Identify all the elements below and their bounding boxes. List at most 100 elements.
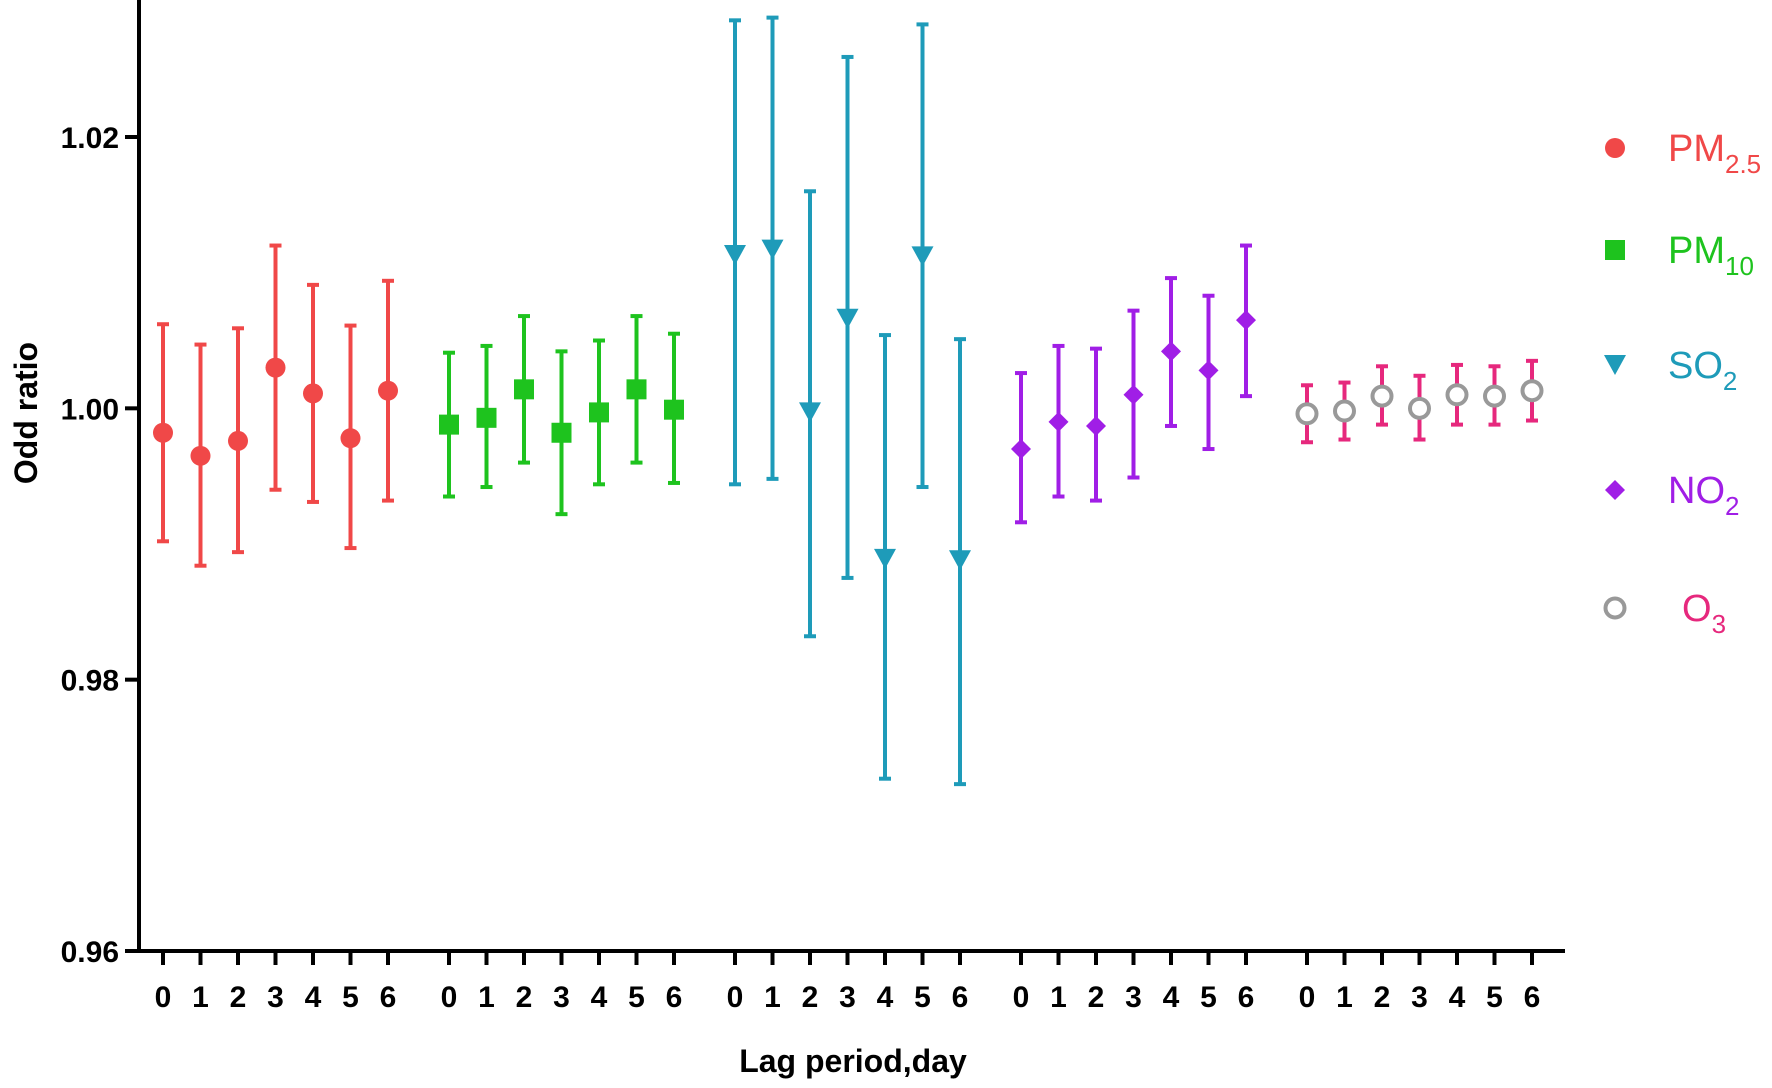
data-point [626, 379, 647, 400]
x-tick-label: 4 [1163, 981, 1180, 1014]
series-no2 [1011, 243, 1256, 525]
x-tick-label: 0 [1013, 981, 1030, 1014]
x-axis-title: Lag period,day [739, 1043, 967, 1079]
x-tick-label: 0 [727, 981, 744, 1014]
series-layer [153, 15, 1544, 787]
data-point [228, 430, 248, 451]
data-point [761, 239, 784, 260]
data-point [799, 402, 821, 423]
legend-marker [1604, 355, 1626, 375]
data-point [911, 246, 934, 267]
x-tick-label: 0 [155, 981, 172, 1014]
data-point [1236, 310, 1256, 331]
x-tick-label: 1 [478, 981, 495, 1014]
x-tick-label: 1 [1336, 981, 1353, 1014]
data-point [664, 399, 684, 420]
legend-marker [1605, 240, 1625, 260]
x-tick-label: 1 [192, 981, 209, 1014]
y-axis-title: Odd ratio [8, 342, 44, 484]
x-tick-label: 4 [1449, 981, 1466, 1014]
x-tick-label: 6 [1524, 981, 1541, 1014]
x-tick-label: 3 [839, 981, 856, 1014]
x-tick-label: 0 [1299, 981, 1316, 1014]
data-point [190, 445, 211, 466]
data-point [589, 402, 609, 423]
x-tick-label: 1 [764, 981, 781, 1014]
x-tick-label: 4 [591, 981, 608, 1014]
x-tick-label: 6 [666, 981, 683, 1014]
data-point [1408, 396, 1431, 420]
axes: 0.960.981.001.020 1 2 3 4 5 6 0 1 2 3 4 5 6 0 1 2 3 4 5 6 0 1 2… [61, 0, 1565, 1014]
x-tick-label: 5 [342, 981, 359, 1014]
data-point [874, 548, 896, 569]
x-tick-label: 3 [1125, 981, 1142, 1014]
data-point [1048, 411, 1069, 432]
legend-entry: NO2 [1605, 470, 1739, 521]
y-tick-label: 1.00 [61, 393, 119, 426]
legend-marker [1603, 596, 1627, 620]
y-tick-label: 0.96 [61, 936, 119, 969]
x-tick-label: 5 [628, 981, 645, 1014]
data-point [1370, 384, 1394, 408]
legend-label: PM2.5 [1668, 128, 1761, 179]
data-point [1086, 415, 1106, 436]
legend: PM2.5 PM10 SO2 NO2 O3 [1603, 128, 1761, 639]
data-point [1445, 383, 1469, 407]
legend-entry: PM10 [1605, 230, 1754, 281]
x-tick-label: 6 [952, 981, 969, 1014]
data-point [340, 428, 361, 449]
x-tick-label: 2 [802, 981, 819, 1014]
series-pm25 [153, 243, 398, 568]
x-tick-label: 5 [1486, 981, 1503, 1014]
x-tick-label: 2 [1374, 981, 1391, 1014]
legend-label: SO2 [1668, 345, 1737, 396]
data-point [303, 383, 323, 404]
x-tick-label: 3 [553, 981, 570, 1014]
x-tick-label: 4 [305, 981, 322, 1014]
data-point [1333, 399, 1356, 423]
legend-label: O3 [1682, 588, 1726, 639]
legend-marker [1605, 138, 1625, 158]
x-tick-label: 2 [516, 981, 533, 1014]
data-point [265, 357, 286, 378]
data-point [153, 422, 173, 443]
x-tick-label: 5 [1200, 981, 1217, 1014]
data-point [1123, 384, 1144, 405]
x-tick-label: 5 [914, 981, 931, 1014]
x-tick-label: 2 [230, 981, 247, 1014]
data-point [1295, 402, 1319, 426]
data-point [476, 407, 497, 428]
legend-label: NO2 [1668, 470, 1739, 521]
data-point [1483, 384, 1506, 408]
series-pm10 [439, 314, 684, 517]
legend-label: PM10 [1668, 230, 1754, 281]
legend-entry: SO2 [1604, 345, 1737, 396]
series-so2 [724, 15, 971, 787]
data-point [1011, 439, 1031, 460]
data-point [378, 380, 398, 401]
data-point [724, 245, 746, 266]
x-tick-label: 4 [877, 981, 894, 1014]
data-point [514, 379, 534, 400]
legend-entry: PM2.5 [1605, 128, 1761, 179]
x-tick-label: 0 [441, 981, 458, 1014]
data-point [551, 422, 572, 443]
data-point [949, 550, 971, 571]
data-point [1161, 341, 1181, 362]
x-tick-label: 2 [1088, 981, 1105, 1014]
series-o3 [1295, 358, 1544, 445]
data-point [1520, 379, 1544, 403]
y-tick-label: 0.98 [61, 665, 119, 698]
x-tick-label: 3 [267, 981, 284, 1014]
x-tick-label: 1 [1050, 981, 1067, 1014]
data-point [836, 308, 859, 329]
x-tick-label: 6 [1238, 981, 1255, 1014]
x-tick-label: 6 [380, 981, 397, 1014]
legend-marker [1605, 480, 1625, 500]
data-point [1198, 360, 1219, 381]
x-tick-label: 3 [1411, 981, 1428, 1014]
legend-entry: O3 [1603, 588, 1726, 639]
y-tick-label: 1.02 [61, 122, 119, 155]
data-point [439, 414, 459, 435]
